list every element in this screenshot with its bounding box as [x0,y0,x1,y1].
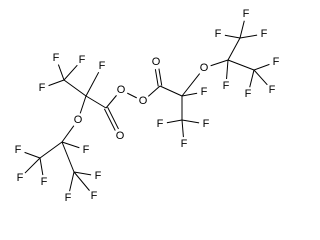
double-bond [107,106,119,130]
atom-label: O [74,114,83,126]
bond [181,119,184,138]
atom-label: F [83,144,90,156]
bond [227,37,241,61]
bond [210,59,229,67]
double-bond [158,68,163,86]
atom-label: O [117,84,126,96]
atom-label: F [39,82,46,94]
bond [181,73,201,97]
atom-label: F [223,80,230,92]
double-bond [154,69,159,87]
atom-label: F [99,60,106,72]
bond [127,92,137,99]
atom-label: F [273,56,280,68]
bond [85,71,100,97]
atom-label: F [17,172,24,184]
bond [85,95,107,109]
bond [253,63,270,71]
atom-label: F [203,118,210,130]
atom-label: F [261,28,268,40]
bond [24,151,41,159]
bond [73,171,92,176]
bond [253,69,268,86]
atom-label: F [269,84,276,96]
bond [57,64,65,81]
bond [227,59,255,71]
atom-label: O [139,95,148,107]
bond [48,79,65,87]
bond [226,59,229,80]
atom-label: O [200,62,209,74]
atom-label: F [95,170,102,182]
bond [181,92,198,97]
atom-label: F [157,118,164,130]
atom-label: O [152,56,161,68]
bond [39,141,63,159]
atom-label: F [243,8,250,20]
atom-label: F [65,192,72,204]
atom-label: F [79,54,86,66]
atom-label: F [181,138,188,150]
bond [147,85,161,97]
atom-label: F [15,144,22,156]
bond [61,141,80,149]
bond [61,141,75,173]
bond [181,119,200,124]
atom-label: O [116,130,125,142]
bond [79,95,87,114]
bond [159,85,183,97]
bond [39,157,44,176]
atom-label: F [53,52,60,64]
bond [63,64,78,81]
bond [239,20,245,39]
atom-label: F [245,88,252,100]
bond [105,95,117,109]
double-bond [103,108,116,131]
atom-label: F [201,86,208,98]
bond [224,34,241,39]
bond [24,157,41,174]
atom-label: F [91,190,98,202]
atom-label: F [41,176,48,188]
bond [73,171,90,191]
bond [61,125,75,143]
bond [63,79,87,97]
bond [239,34,258,39]
bond [166,119,183,124]
bond [69,171,75,192]
bond [249,69,255,88]
atom-label: F [215,28,222,40]
